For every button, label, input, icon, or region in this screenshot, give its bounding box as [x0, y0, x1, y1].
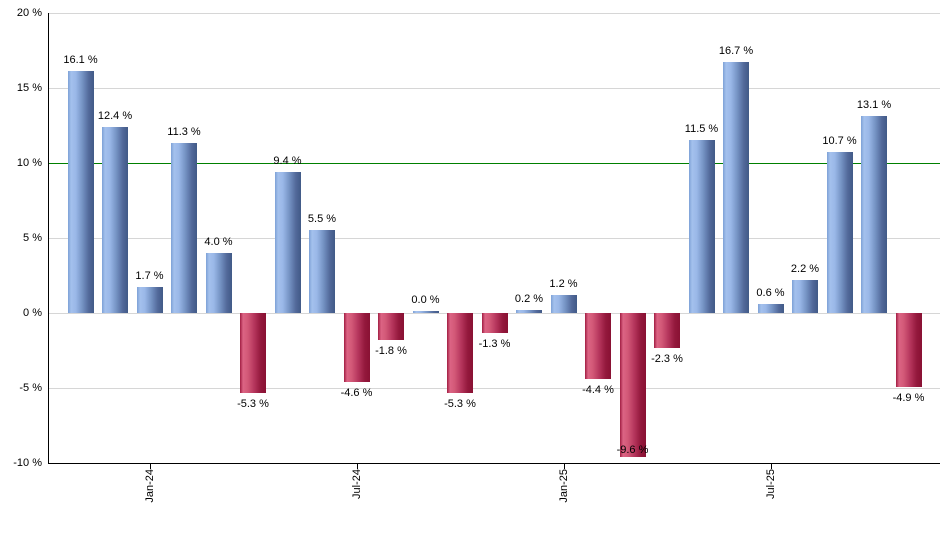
bar-negative: [619, 313, 646, 457]
x-tick-mark: [563, 464, 565, 469]
bar-value-label: 12.4 %: [97, 110, 133, 122]
bar-positive: [550, 295, 577, 313]
x-tick-label: Jan-24: [143, 469, 156, 503]
x-tick-mark: [770, 464, 772, 469]
y-axis-line: [48, 13, 49, 464]
bar-negative: [378, 313, 404, 340]
y-tick-label: 20 %: [16, 7, 42, 19]
bar-value-label: 10.7 %: [822, 135, 857, 147]
bar-value-label: -2.3 %: [651, 353, 683, 365]
x-tick-label: Jul-24: [350, 469, 363, 499]
bar-value-label: 5.5 %: [307, 213, 337, 225]
bar-value-label: 9.4 %: [273, 155, 302, 167]
bar-value-label: 16.7 %: [718, 45, 754, 57]
bar-positive: [136, 287, 163, 313]
bar-value-label: 11.5 %: [684, 123, 719, 135]
y-tick-label: 10 %: [16, 157, 42, 169]
y-tick-label: 5 %: [23, 232, 42, 244]
bar-value-label: -4.4 %: [582, 384, 614, 396]
gridline: [48, 388, 940, 389]
bar-negative: [481, 313, 508, 333]
bar-positive: [826, 152, 853, 313]
bar-negative: [343, 313, 370, 382]
bar-value-label: 1.7 %: [135, 270, 164, 282]
bar-positive: [205, 253, 232, 313]
bar-negative: [240, 313, 266, 393]
y-tick-label: 15 %: [16, 82, 42, 94]
y-tick-label: 0 %: [23, 307, 42, 319]
bar-value-label: -1.3 %: [478, 338, 511, 350]
bar-value-label: 4.0 %: [204, 236, 233, 248]
bar-value-label: -4.9 %: [892, 392, 925, 404]
bar-positive: [792, 280, 818, 313]
x-tick-mark: [356, 464, 358, 469]
bar-value-label: 0.2 %: [514, 293, 544, 305]
x-tick-mark: [149, 464, 151, 469]
gridline: [48, 88, 940, 89]
bar-value-label: -5.3 %: [237, 398, 269, 410]
bar-positive: [171, 143, 197, 313]
bar-value-label: -4.6 %: [340, 387, 373, 399]
bar-negative: [585, 313, 611, 379]
reference-line: [48, 163, 940, 164]
bar-positive: [102, 127, 128, 313]
bar-positive: [723, 62, 749, 313]
gridline: [48, 238, 940, 239]
gridline: [48, 13, 940, 14]
bar-value-label: -1.8 %: [375, 345, 407, 357]
bar-positive: [861, 116, 887, 313]
bar-value-label: 1.2 %: [549, 278, 578, 290]
bar-value-label: 2.2 %: [790, 263, 820, 275]
y-tick-label: -10 %: [13, 457, 42, 469]
bar-value-label: -9.6 %: [616, 444, 649, 456]
bar-negative: [654, 313, 680, 348]
bar-value-label: 0.6 %: [756, 287, 785, 299]
bar-negative: [447, 313, 473, 393]
y-tick-label: -5 %: [19, 382, 42, 394]
bar-positive: [309, 230, 335, 313]
bar-value-label: 13.1 %: [856, 99, 892, 111]
x-tick-label: Jul-25: [764, 469, 777, 499]
bar-positive: [757, 304, 784, 313]
bar-positive: [412, 311, 439, 313]
bar-value-label: -5.3 %: [444, 398, 476, 410]
x-tick-label: Jan-25: [557, 469, 570, 503]
bar-positive: [688, 140, 715, 313]
bar-negative: [895, 313, 922, 387]
bar-value-label: 16.1 %: [63, 54, 98, 66]
x-axis-line: [48, 463, 940, 464]
bar-positive: [274, 172, 301, 313]
bar-value-label: 0.0 %: [411, 294, 440, 306]
bar-value-label: 11.3 %: [167, 126, 201, 138]
bar-positive: [516, 310, 542, 313]
bar-positive: [67, 71, 94, 313]
